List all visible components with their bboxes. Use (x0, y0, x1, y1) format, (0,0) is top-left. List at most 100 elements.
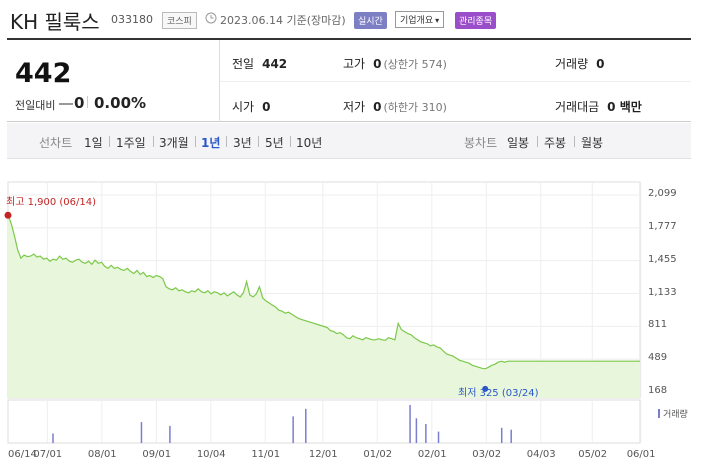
stock-name: KH 필룩스 (10, 10, 100, 34)
divider (87, 96, 88, 108)
change-value: 0 (74, 94, 85, 112)
tab-weekly[interactable]: 주봉 (544, 136, 567, 150)
corp-info-dropdown[interactable]: 기업개요 ▾ (395, 11, 445, 28)
x-tick-label: 06/14 (8, 449, 37, 460)
tab-monthly[interactable]: 월봉 (581, 136, 604, 150)
divider (574, 136, 575, 147)
divider (153, 136, 154, 147)
price-area (8, 215, 640, 398)
x-tick-label: 06/01 (626, 449, 656, 460)
x-tick-label: 07/01 (33, 449, 63, 460)
change-label: 전일대비 (15, 99, 56, 112)
divider (537, 136, 538, 147)
stock-header: KH 필룩스 033180 코스피 2023.06.14 기준(장마감) 실시간… (0, 0, 701, 38)
amount-label: 거래대금 (555, 100, 600, 114)
tab-daily[interactable]: 일봉 (507, 136, 530, 150)
tab-5y[interactable]: 5년 (265, 136, 284, 150)
divider (109, 136, 110, 147)
price-chart-svg (4, 181, 642, 444)
divider (220, 81, 691, 82)
open-label: 시가 (232, 100, 255, 114)
low-value: 0 (373, 100, 382, 114)
divider (195, 136, 196, 147)
prev-close-label: 전일 (232, 57, 255, 71)
y-tick-label: 811 (648, 319, 668, 331)
volume-bar (409, 405, 411, 443)
high-marker (4, 211, 12, 219)
open-price: 시가 0 (232, 98, 270, 115)
volume-legend: 거래량 (658, 407, 688, 420)
tab-1y[interactable]: 1년 (201, 136, 221, 150)
prev-close-value: 442 (262, 57, 288, 71)
volume-bar (140, 422, 143, 443)
change-percent: 0.00% (94, 94, 147, 112)
as-of-date: 2023.06.14 기준(장마감) (220, 14, 346, 27)
volume-bar (437, 431, 440, 443)
stock-code: 033180 (111, 13, 153, 26)
volume-swatch (658, 409, 660, 418)
tab-3y[interactable]: 3년 (233, 136, 252, 150)
divider (226, 136, 227, 147)
divider (219, 40, 220, 122)
high-value: 0 (373, 57, 382, 71)
divider (290, 136, 291, 147)
y-tick-label: 2,099 (648, 188, 677, 199)
y-tick-label: 1,455 (648, 253, 677, 265)
tab-3m[interactable]: 3개월 (159, 136, 189, 150)
y-tick-label: 1,133 (648, 286, 677, 298)
x-tick-label: 04/03 (526, 449, 556, 460)
managed-stock-badge: 관리종목 (455, 12, 497, 29)
y-tick-label: 1,777 (648, 220, 677, 232)
volume-label: 거래량 (555, 57, 589, 71)
y-tick-label: 168 (648, 385, 668, 396)
price-chart[interactable]: 최고 1,900 (06/14) 최저 325 (03/24) 거래량 2,09… (0, 160, 701, 471)
high-label: 고가 (343, 57, 366, 71)
volume-bar (425, 424, 427, 443)
high-annotation: 최고 1,900 (06/14) (6, 197, 97, 208)
corp-info-label: 기업개요 (400, 16, 434, 26)
low-marker (482, 385, 489, 392)
tab-1w[interactable]: 1주일 (116, 136, 146, 150)
volume-bar (500, 427, 503, 443)
prev-close: 전일 442 (232, 55, 287, 72)
tab-1d[interactable]: 1일 (84, 136, 103, 150)
price-line (7, 215, 640, 370)
lower-limit: (하한가 310) (383, 101, 447, 114)
volume-bar (510, 429, 512, 443)
volume-frame (7, 399, 641, 444)
x-tick-label: 02/01 (417, 449, 447, 460)
current-price: 442 (15, 58, 72, 89)
chevron-down-icon: ▾ (435, 16, 440, 25)
volume-bar (52, 433, 54, 443)
amount-value: 0 백만 (607, 100, 642, 114)
clock-icon (205, 12, 217, 24)
tab-10y[interactable]: 10년 (296, 136, 323, 150)
volume-legend-label: 거래량 (663, 410, 688, 420)
high-price: 고가 0 (상한가 574) (343, 55, 447, 72)
chart-period-tabs: 선차트 1일 1주일 3개월 1년 3년 5년 10년 봉차트 일봉 주봉 월봉 (7, 123, 691, 159)
x-tick-label: 09/01 (142, 449, 172, 460)
x-tick-label: 12/01 (308, 449, 338, 460)
volume-bar (305, 408, 307, 443)
market-badge: 코스피 (162, 12, 197, 29)
flat-icon (59, 103, 73, 105)
open-value: 0 (262, 100, 271, 114)
y-tick-label: 489 (648, 352, 668, 364)
x-tick-label: 08/01 (87, 449, 117, 460)
volume-bar (292, 416, 294, 443)
x-tick-label: 11/01 (251, 449, 281, 460)
low-label: 저가 (343, 100, 366, 114)
volume: 거래량 0 (555, 55, 604, 72)
volume-value: 0 (596, 57, 605, 71)
x-tick-label: 01/02 (363, 449, 393, 460)
volume-bar (169, 425, 171, 443)
upper-limit: (상한가 574) (383, 58, 447, 71)
price-summary: 442 전일대비 0 0.00% 전일 442 고가 0 (상한가 574) 거래량 0… (7, 38, 691, 122)
divider (258, 136, 259, 147)
line-chart-label: 선차트 (39, 136, 73, 150)
low-price: 저가 0 (하한가 310) (343, 98, 447, 115)
low-annotation: 최저 325 (03/24) (458, 388, 539, 399)
x-tick-label: 05/02 (578, 449, 608, 460)
volume-bar (415, 418, 418, 443)
realtime-button[interactable]: 실시간 (354, 12, 387, 29)
